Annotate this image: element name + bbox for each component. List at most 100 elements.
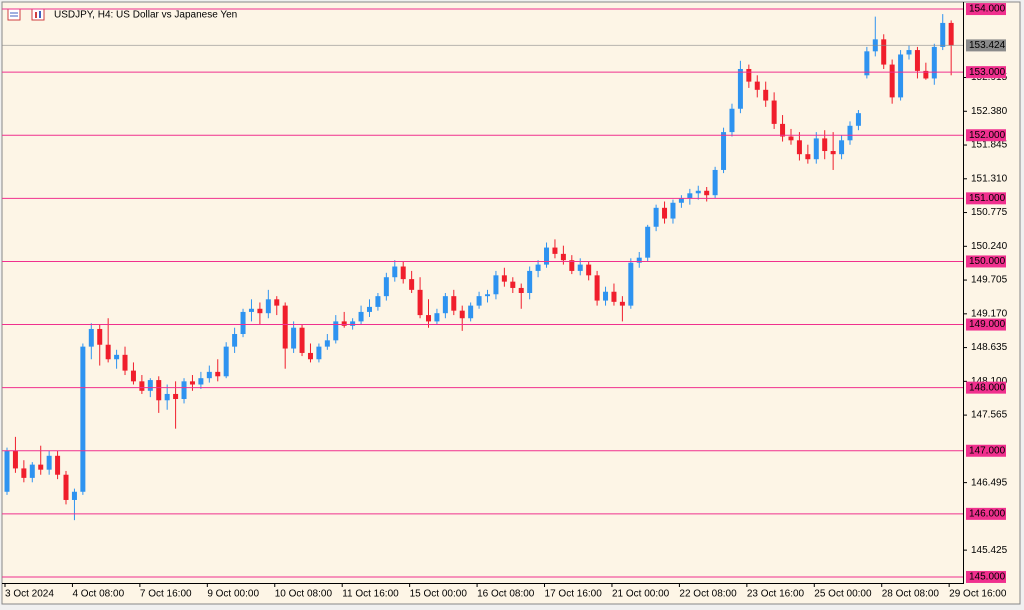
level-label-box bbox=[966, 318, 1006, 331]
candle-body bbox=[914, 50, 920, 71]
candle-body bbox=[409, 279, 415, 290]
level-label: 148.000 bbox=[969, 382, 1006, 393]
candle-body bbox=[594, 275, 600, 301]
candle-body bbox=[645, 226, 651, 258]
level-label: 153.000 bbox=[969, 67, 1006, 78]
candle-body bbox=[906, 50, 912, 55]
y-tick-label: 149.170 bbox=[971, 308, 1008, 319]
candle-body bbox=[603, 291, 609, 301]
candle-body bbox=[628, 262, 634, 306]
level-label: 149.000 bbox=[969, 319, 1006, 330]
level-label: 146.000 bbox=[969, 508, 1006, 519]
candle-body bbox=[518, 287, 524, 293]
candle-body bbox=[569, 260, 575, 271]
candle-body bbox=[307, 352, 313, 360]
x-tick-label: 23 Oct 16:00 bbox=[747, 589, 805, 600]
candle-body bbox=[383, 277, 389, 297]
level-label: 147.000 bbox=[969, 445, 1006, 456]
candle-body bbox=[88, 328, 94, 347]
candle-body bbox=[80, 346, 86, 492]
candle-body bbox=[459, 310, 465, 319]
icon bbox=[35, 12, 37, 18]
candle-body bbox=[4, 450, 10, 492]
candle-body bbox=[485, 294, 491, 297]
candle-body bbox=[257, 308, 263, 314]
candle-body bbox=[206, 371, 212, 379]
candle-body bbox=[12, 450, 18, 469]
x-tick-label: 9 Oct 00:00 bbox=[207, 589, 259, 600]
candle-body bbox=[493, 275, 499, 295]
candle-body bbox=[923, 70, 929, 79]
candle-body bbox=[695, 190, 701, 194]
y-tick-label: 150.240 bbox=[971, 241, 1008, 252]
candle-body bbox=[729, 108, 735, 133]
candle-body bbox=[552, 247, 558, 254]
y-tick-label: 148.635 bbox=[971, 342, 1008, 353]
candle-body bbox=[796, 140, 802, 155]
level-label: 152.000 bbox=[969, 130, 1006, 141]
candle-body bbox=[501, 275, 507, 282]
current-price-label: 153.424 bbox=[969, 40, 1006, 51]
y-tick-label: 148.100 bbox=[971, 376, 1008, 387]
candle-body bbox=[139, 381, 145, 391]
level-label-box bbox=[966, 3, 1006, 16]
candle-body bbox=[898, 54, 904, 98]
level-label-box bbox=[966, 507, 1006, 520]
y-tick-label: 152.380 bbox=[971, 106, 1008, 117]
level-label-box bbox=[966, 66, 1006, 79]
x-tick-label: 29 Oct 16:00 bbox=[949, 589, 1007, 600]
candle-body bbox=[763, 89, 769, 101]
candle-body bbox=[366, 306, 372, 312]
chart-title: USDJPY, H4: US Dollar vs Japanese Yen bbox=[54, 10, 237, 21]
x-tick-label: 10 Oct 08:00 bbox=[275, 589, 333, 600]
candle-body bbox=[240, 311, 246, 335]
candle-body bbox=[771, 100, 777, 124]
level-label: 145.000 bbox=[969, 572, 1006, 583]
candle-body bbox=[889, 64, 895, 98]
candle-body bbox=[662, 207, 668, 219]
y-tick-label: 146.495 bbox=[971, 477, 1008, 488]
candle-body bbox=[71, 491, 77, 500]
candle-body bbox=[105, 344, 111, 360]
candle-body bbox=[712, 169, 718, 196]
candle-body bbox=[687, 193, 693, 199]
candle-body bbox=[577, 264, 583, 271]
candle-body bbox=[442, 296, 448, 314]
x-tick-label: 28 Oct 08:00 bbox=[882, 589, 940, 600]
candle-body bbox=[417, 289, 423, 316]
candle-body bbox=[316, 346, 322, 360]
candle-body bbox=[147, 380, 153, 391]
x-tick-label: 17 Oct 16:00 bbox=[545, 589, 603, 600]
candle-body bbox=[350, 321, 356, 326]
candle-body bbox=[400, 266, 406, 280]
candle-body bbox=[754, 81, 760, 90]
candle-body bbox=[181, 381, 187, 400]
y-tick-label: 151.310 bbox=[971, 173, 1008, 184]
candle-body bbox=[341, 321, 347, 326]
candle-body bbox=[544, 247, 550, 265]
candle-body bbox=[156, 380, 162, 401]
candle-body bbox=[333, 321, 339, 341]
header-icons bbox=[7, 8, 45, 21]
x-tick-label: 22 Oct 08:00 bbox=[679, 589, 737, 600]
candle-body bbox=[55, 455, 61, 475]
candle-body bbox=[358, 311, 364, 322]
x-tick-label: 25 Oct 00:00 bbox=[814, 589, 872, 600]
candle-body bbox=[864, 51, 870, 76]
y-tick-label: 150.775 bbox=[971, 207, 1008, 218]
level-label-box bbox=[966, 570, 1006, 583]
candle-body bbox=[940, 22, 946, 47]
y-tick-label: 145.425 bbox=[971, 545, 1008, 556]
x-tick-label: 11 Oct 16:00 bbox=[342, 589, 399, 600]
candle-body bbox=[746, 68, 752, 82]
candle-body bbox=[839, 140, 845, 155]
candle-body bbox=[164, 393, 170, 401]
candle-body bbox=[510, 281, 516, 288]
level-label: 154.000 bbox=[969, 4, 1006, 15]
candle-body bbox=[476, 296, 482, 306]
candle-body bbox=[291, 327, 297, 349]
candle-body bbox=[653, 207, 659, 227]
candle-body bbox=[805, 154, 811, 160]
candle-body bbox=[611, 291, 617, 302]
candle-body bbox=[881, 39, 887, 65]
